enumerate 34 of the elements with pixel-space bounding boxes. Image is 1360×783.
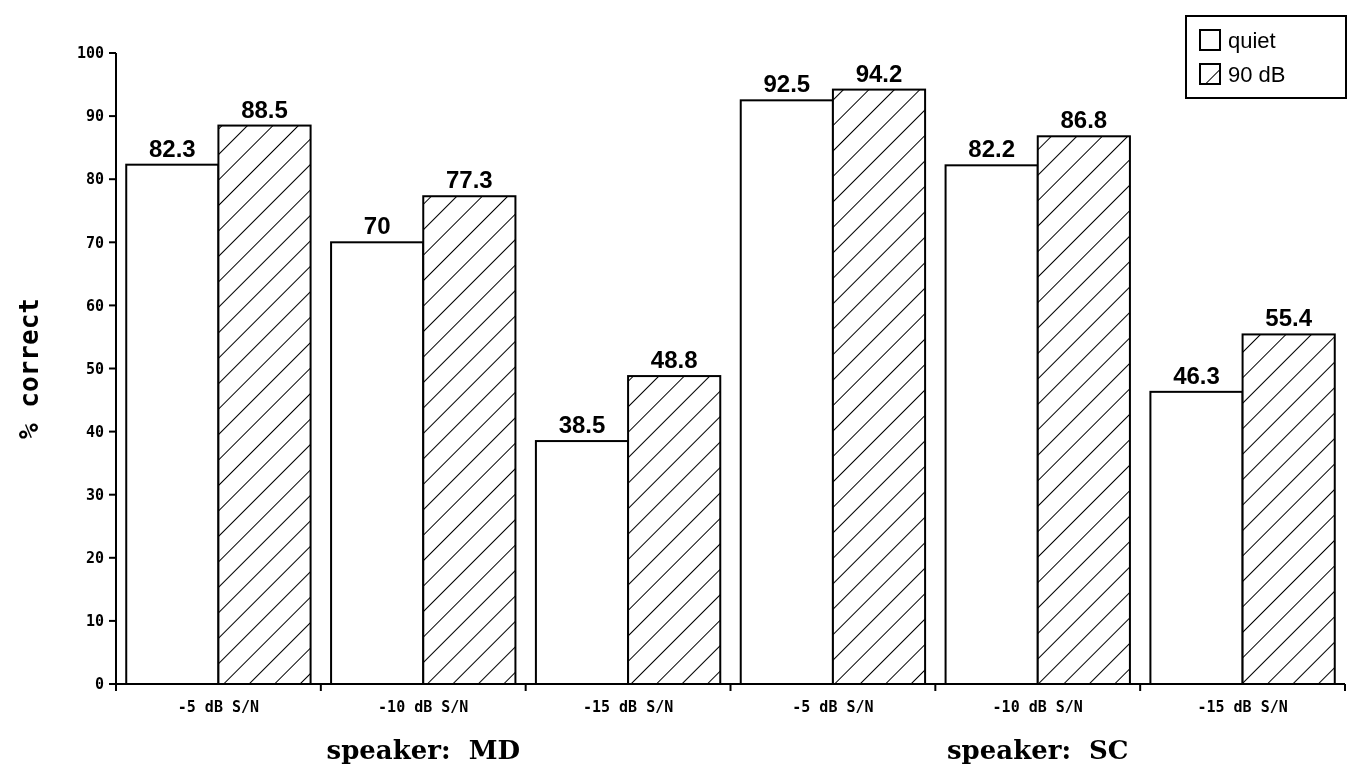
data-label: 48.8 [650,346,698,374]
x-tick-label: -10 dB S/N [992,698,1083,716]
y-tick-label: 20 [85,549,104,568]
text: speaker: MD [326,735,520,765]
data-label: 55.4 [1265,304,1313,332]
data-label: 77.3 [445,166,493,194]
y-tick-label: 0 [94,675,104,694]
y-tick-label: 70 [85,233,104,252]
y-tick-label: 30 [85,485,104,504]
data-label: 92.5 [763,70,811,98]
y-tick-label: 90 [85,107,104,126]
data-label: 82.2 [968,135,1016,163]
x-tick-label: -15 dB S/N [1197,698,1288,716]
data-label: 94.2 [855,59,903,87]
x-tick-label: -10 dB S/N [378,698,469,716]
y-tick-label: 80 [85,170,104,189]
data-label: 86.8 [1060,106,1108,134]
legend-label: 90 dB [1228,61,1286,87]
y-axis-title: % correct [14,298,44,439]
y-tick-label: 50 [85,359,104,378]
y-tick-label: 100 [76,44,104,63]
y-tick-label: 40 [85,422,104,441]
data-label: 38.5 [558,411,606,439]
text: speaker: SC [946,735,1129,765]
y-tick-label: 60 [85,296,104,315]
x-tick-label: -5 dB S/N [792,698,874,716]
data-label: 46.3 [1173,361,1220,389]
data-label: 82.3 [148,134,196,162]
legend-label: quiet [1228,27,1276,53]
y-tick-label: 10 [85,612,104,631]
x-tick-label: -5 dB S/N [177,698,260,716]
data-label: 70 [363,212,391,240]
data-label: 88.5 [241,95,288,123]
x-tick-label: -15 dB S/N [582,698,674,716]
